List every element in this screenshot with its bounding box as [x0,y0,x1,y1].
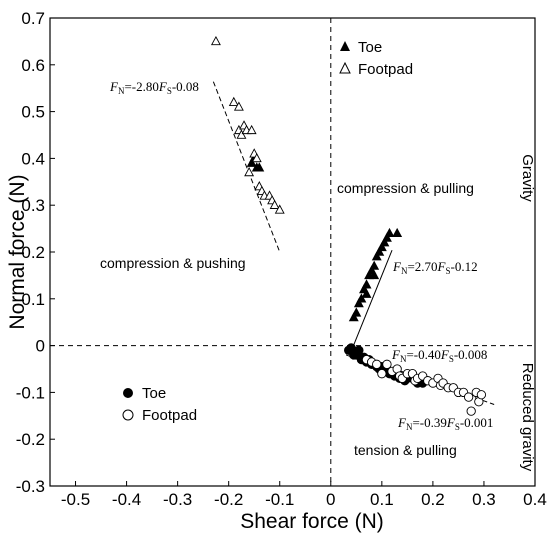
toe-triangle-point [254,162,265,172]
toe-triangle-point [392,227,403,238]
toe-triangle-point [374,246,385,256]
legend-upper: Toe Footpad [339,39,413,78]
quadrant-dividers [50,18,535,486]
legend-footpad-marker [339,61,351,74]
fit-equation-toe-reduced: FN=-0.40FS-0.008 [391,347,487,364]
y-tick-label: 0.6 [21,56,45,75]
footpad-triangle-point [228,96,239,106]
fit-equation-footpad-gravity: FN=-2.80FS-0.08 [109,79,199,96]
x-tick-label: -0.3 [163,490,192,509]
toe-triangle-point [381,232,392,242]
y-tick-label: 0.7 [21,9,45,28]
toe-triangle-point [361,288,372,298]
y-tick-label: 0.1 [21,290,45,309]
toe-triangle-point [356,293,367,303]
toe-triangle-point [379,237,390,247]
toe-triangle-point [376,241,387,252]
toe-triangle-point [353,298,364,308]
footpad-triangle-point [269,199,280,209]
legend-lower: Toe Footpad [122,385,197,424]
x-tick-label: 0.3 [472,490,496,509]
footpad-circle-point [476,390,487,400]
y-tick-label: -0.1 [16,383,45,402]
right-label-reduced-gravity: Reduced gravity [519,363,536,472]
x-tick-label: -0.4 [112,490,141,509]
y-tick-label: 0.5 [21,103,45,122]
data-points [210,35,487,416]
y-tick-label: -0.2 [16,430,45,449]
fit-line [350,249,393,352]
fit-equation-toe-gravity: FN=2.70FS-0.12 [392,259,478,276]
y-axis-title: Normal force (N) [6,174,29,329]
x-tick-label: 0.1 [370,490,394,509]
footpad-circle-point [463,392,474,402]
x-tick-label: -0.1 [265,490,294,509]
legend-footpad-label: Footpad [358,61,413,78]
x-tick-label: -0.2 [214,490,243,509]
region-label-compression-pushing: compression & pushing [100,255,246,271]
x-tick-label: 0.2 [421,490,445,509]
legend-toe-circle-label: Toe [142,385,166,402]
region-label-tension-pulling: tension & pulling [354,442,457,458]
toe-triangle-point [369,269,380,280]
legend-toe-circle-marker [123,388,133,398]
axis-ticks: -0.5 -0.4 -0.3 -0.2 -0.1 0 0.1 0.2 0.3 0.4 -0.3 -0.… [16,9,547,509]
footpad-triangle-point [233,101,244,111]
toe-triangle-point [246,157,257,167]
fit-equation-footpad-reduced: FN=-0.39FS-0.001 [397,415,493,432]
footpad-circle-point [466,406,476,416]
toe-triangle-point [361,279,372,289]
toe-triangle-point [384,227,395,238]
footpad-triangle-point [246,124,257,135]
legend-footpad-circle-label: Footpad [142,407,197,424]
toe-triangle-point [371,251,382,261]
footpad-triangle-point [251,152,262,163]
fit-line [212,81,281,253]
toe-circle-point [354,345,364,355]
footpad-triangle-point [210,35,221,46]
y-tick-label: 0.4 [21,149,45,168]
footpad-circle-point [382,359,392,369]
footpad-triangle-point [274,204,285,214]
y-tick-label: 0.3 [21,196,45,215]
footpad-triangle-point [236,129,247,139]
legend-toe-marker [340,41,350,51]
legend-toe-label: Toe [358,39,382,56]
x-axis-title: Shear force (N) [240,510,384,533]
footpad-triangle-point [244,166,255,177]
x-tick-label: 0 [326,490,335,509]
y-tick-label: 0.2 [21,243,45,262]
legend-footpad-circle-marker [122,409,134,421]
footpad-circle-point [377,369,387,379]
region-label-compression-pulling: compression & pulling [337,180,474,196]
x-tick-label: 0.4 [523,490,547,509]
footpad-circle-point [372,359,382,369]
y-tick-label: 0 [36,337,45,356]
y-tick-label: -0.3 [16,477,45,496]
toe-triangle-point [369,260,380,270]
right-label-gravity: Gravity [519,154,536,202]
x-tick-label: -0.5 [61,490,90,509]
toe-triangle-point [348,312,359,322]
